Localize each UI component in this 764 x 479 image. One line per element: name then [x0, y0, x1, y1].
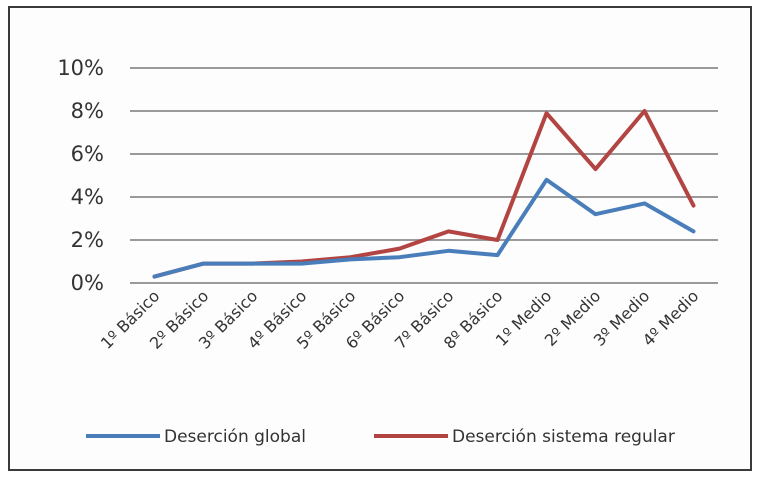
series-line — [152, 109, 696, 279]
legend-label: Deserción sistema regular — [452, 427, 675, 447]
y-tick-label: 10% — [57, 56, 104, 80]
y-tick-label: 0% — [71, 271, 104, 295]
chart-frame — [8, 6, 752, 471]
legend-label: Deserción global — [164, 427, 306, 447]
gridlines — [130, 67, 718, 284]
series-lines — [152, 109, 696, 279]
legend: Deserción global Deserción sistema regula… — [86, 427, 675, 447]
y-tick-label: 2% — [71, 228, 104, 252]
series-line — [152, 177, 696, 279]
y-tick-label: 4% — [71, 185, 104, 209]
y-tick-label: 8% — [71, 99, 104, 123]
y-tick-label: 6% — [71, 142, 104, 166]
y-axis-ticks: 0% 2% 4% 6% 8% 10% — [57, 56, 104, 295]
